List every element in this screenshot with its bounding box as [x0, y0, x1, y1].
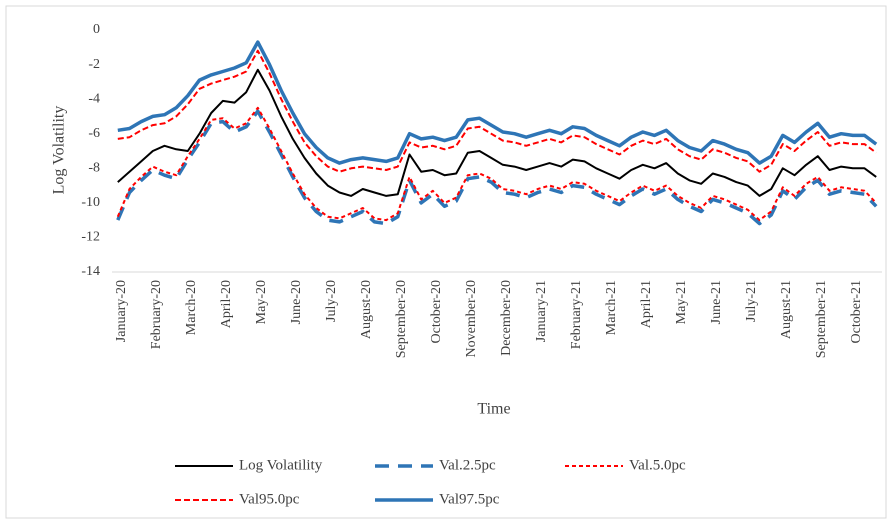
x-tick-label: July-20: [324, 280, 339, 322]
series-line: [117, 49, 877, 173]
y-tick-label: -8: [88, 161, 100, 176]
x-tick-label: August-21: [779, 280, 794, 339]
chart-frame: [5, 5, 887, 519]
x-tick-label: April-20: [219, 280, 234, 328]
series-line: [117, 68, 877, 197]
y-tick-label: 0: [93, 22, 100, 37]
x-tick-label: January-21: [534, 280, 549, 342]
legend-label: Val.5.0pc: [629, 457, 686, 473]
x-tick-label: November-20: [464, 280, 479, 357]
x-axis-title: Time: [477, 401, 510, 418]
x-tick-label: January-20: [114, 280, 129, 342]
x-tick-label: April-21: [639, 280, 654, 328]
x-tick-label: September-21: [814, 280, 829, 358]
y-tick-label: -6: [88, 126, 100, 141]
x-tick-label: June-20: [289, 280, 304, 324]
x-tick-label: September-20: [394, 280, 409, 358]
x-tick-label: May-21: [674, 280, 689, 324]
x-tick-label: March-21: [604, 280, 619, 335]
x-tick-label: May-20: [254, 280, 269, 324]
y-tick-label: -14: [81, 264, 100, 279]
legend-label: Val.2.5pc: [439, 457, 496, 473]
x-tick-label: October-21: [849, 280, 864, 343]
y-tick-label: -4: [88, 91, 100, 106]
y-tick-label: -2: [88, 57, 100, 72]
x-tick-label: February-21: [569, 280, 584, 349]
y-axis-title: Log Volatility: [51, 106, 68, 195]
x-tick-label: June-21: [709, 280, 724, 324]
x-tick-label: February-20: [149, 280, 164, 349]
y-tick-label: -12: [81, 230, 100, 245]
legend-label: Val97.5pc: [439, 491, 500, 507]
legend-label: Val95.0pc: [239, 491, 300, 507]
legend-label: Log Volatility: [239, 457, 323, 473]
x-tick-label: March-20: [184, 280, 199, 335]
y-tick-label: -10: [81, 195, 100, 210]
series-line: [116, 106, 877, 222]
series-line: [116, 109, 878, 226]
x-tick-label: December-20: [499, 280, 514, 356]
x-tick-label: July-21: [744, 280, 759, 322]
x-tick-label: August-20: [359, 280, 374, 339]
x-tick-label: October-20: [429, 280, 444, 343]
series-line: [117, 40, 878, 165]
